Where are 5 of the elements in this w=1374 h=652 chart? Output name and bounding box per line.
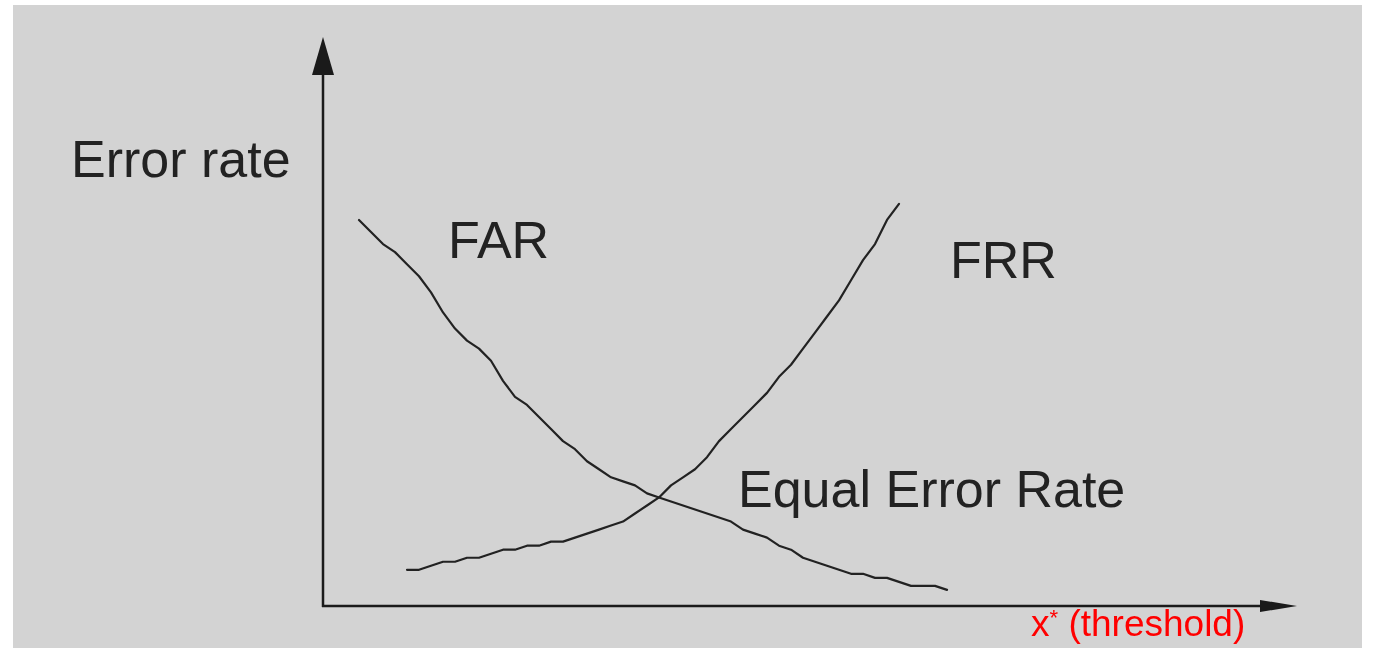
x-axis-title: x$^{*}$ (threshold) xyxy=(1031,603,1246,644)
series-label: FAR xyxy=(448,210,550,269)
annotation: Equal Error Rate xyxy=(738,460,1126,519)
y-axis-title: Error rate xyxy=(71,130,291,188)
series-label: FRR xyxy=(950,230,1057,289)
